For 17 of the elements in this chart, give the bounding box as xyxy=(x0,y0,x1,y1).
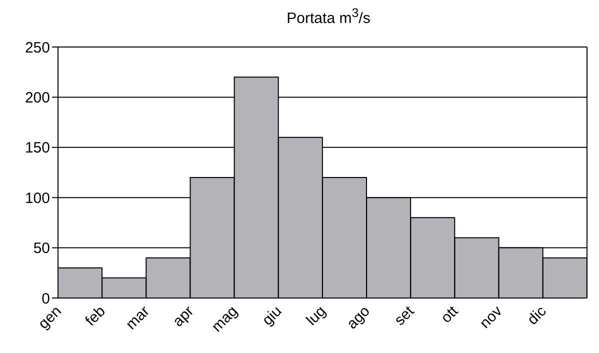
y-tick-label: 150 xyxy=(24,140,50,157)
x-tick-label: mag xyxy=(208,302,242,336)
y-tick-label: 50 xyxy=(33,240,50,258)
x-tick-label: ago xyxy=(344,302,374,333)
chart-title: Portata m$^{3}$/s xyxy=(286,6,372,27)
x-tick-label: dic xyxy=(524,302,550,328)
y-tick-label: 100 xyxy=(24,190,50,207)
y-tick-label: 250 xyxy=(24,39,50,56)
x-tick-label: giu xyxy=(259,302,286,329)
x-tick-label: lug xyxy=(303,302,330,329)
x-tick-label: apr xyxy=(170,302,198,330)
y-tick-label: 200 xyxy=(24,90,50,107)
x-tick-label: mar xyxy=(122,302,153,334)
x-tick-label: feb xyxy=(82,302,109,330)
x-tick-label: ott xyxy=(438,302,462,327)
x-tick-label: set xyxy=(391,302,418,329)
x-tick-label: nov xyxy=(476,302,506,332)
